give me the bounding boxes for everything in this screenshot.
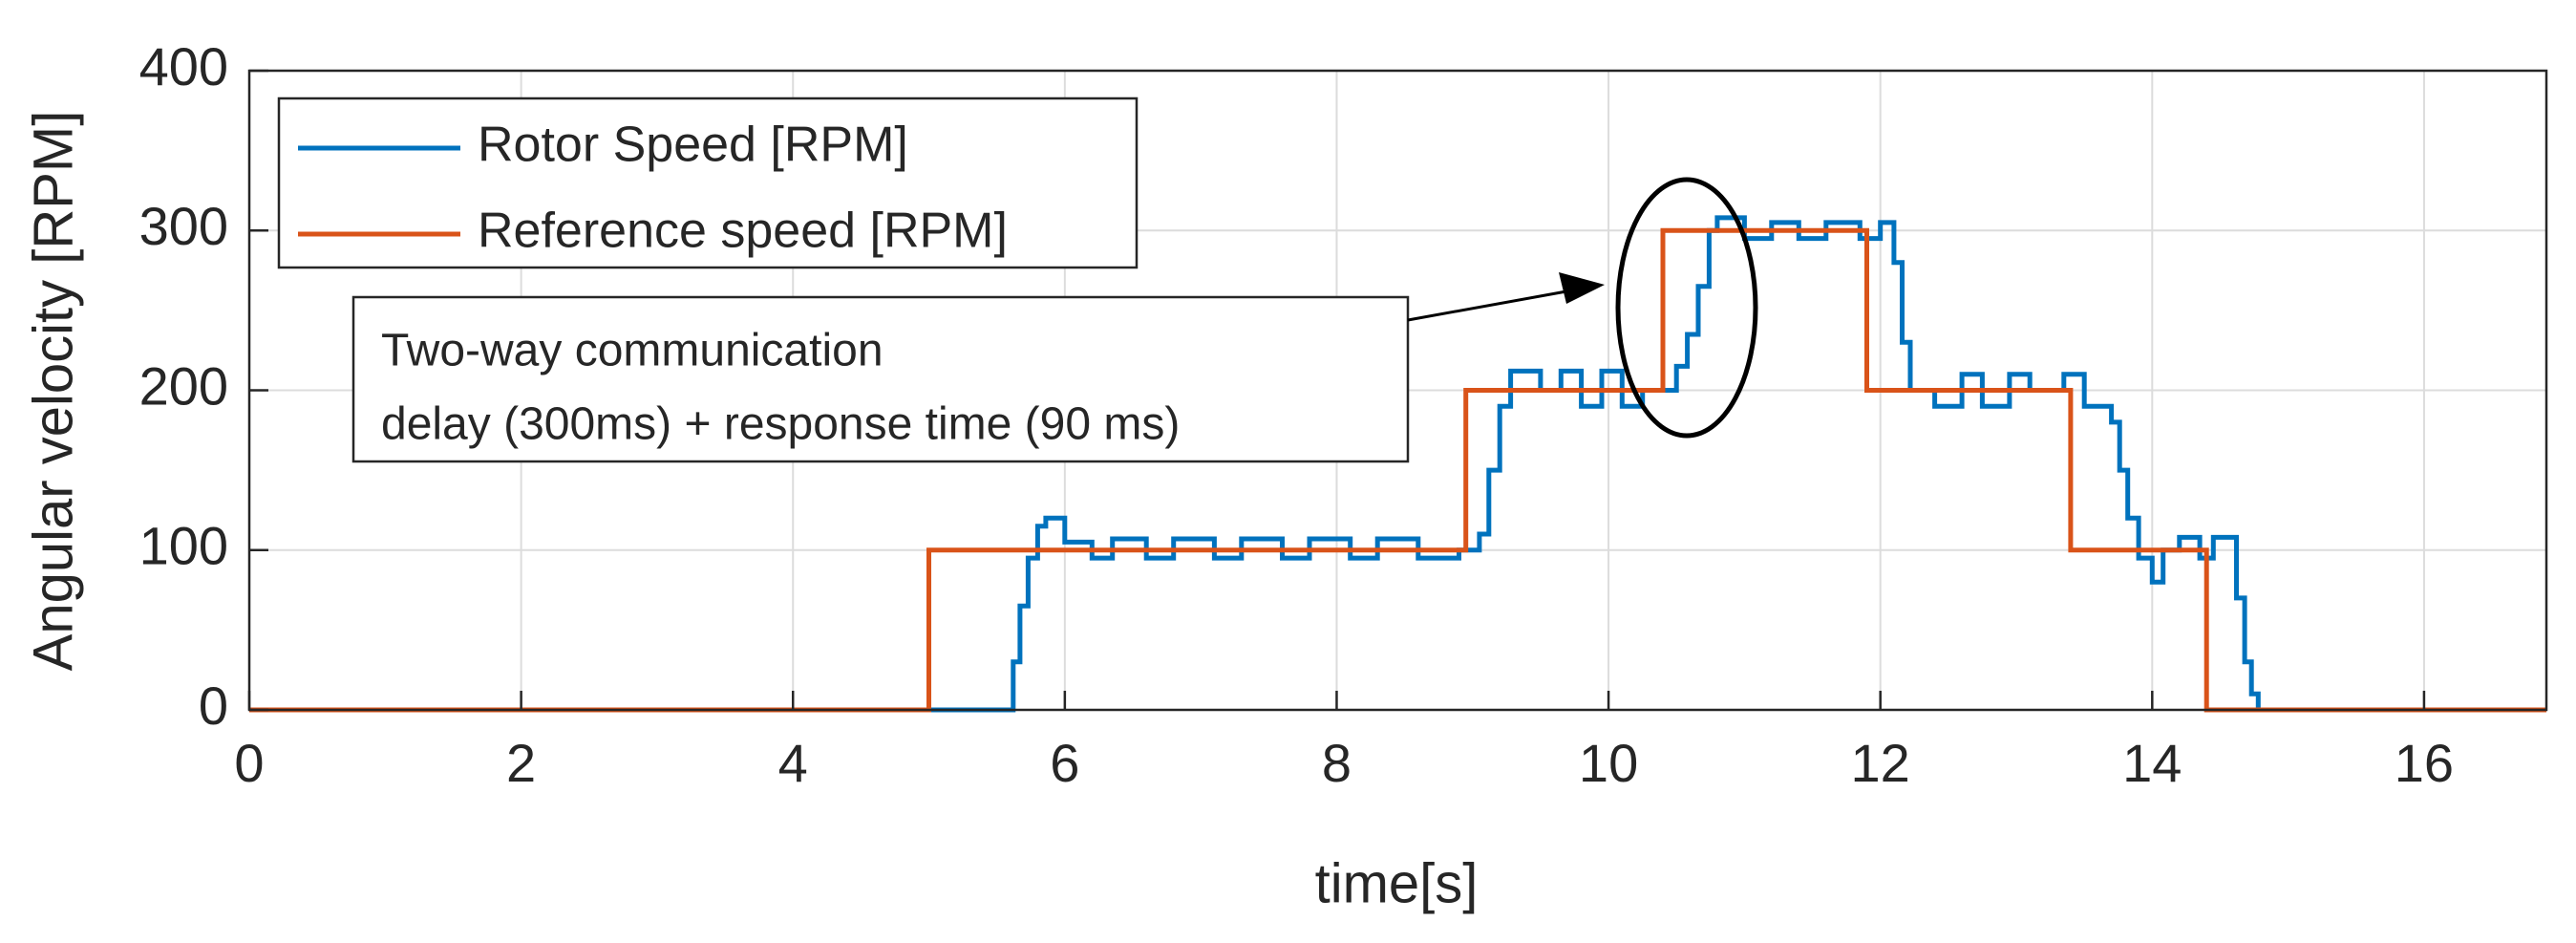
annotation-arrow xyxy=(1407,289,1567,322)
x-tick-label: 12 xyxy=(1851,733,1910,793)
y-tick-label: 400 xyxy=(139,36,228,96)
x-tick-label: 16 xyxy=(2395,733,2454,793)
y-tick-label: 0 xyxy=(199,675,228,736)
x-tick-label: 10 xyxy=(1579,733,1638,793)
legend-label: Reference speed [RPM] xyxy=(478,204,1008,259)
x-tick-label: 6 xyxy=(1050,733,1079,793)
y-tick-label: 100 xyxy=(139,516,228,576)
y-axis-label: Angular velocity [RPM] xyxy=(22,111,84,672)
legend-box xyxy=(277,96,1139,269)
arrow-head xyxy=(1559,272,1605,304)
annotation-text: delay (300ms) + response time (90 ms) xyxy=(381,399,1180,450)
legend: Rotor Speed [RPM] Reference speed [RPM] xyxy=(277,96,1139,269)
annotation-text: Two-way communication xyxy=(381,326,884,376)
data-line xyxy=(249,227,2546,713)
x-tick-label: 8 xyxy=(1322,733,1352,793)
y-tick-label: 300 xyxy=(139,196,228,256)
x-tick-label: 14 xyxy=(2122,733,2182,793)
highlight-ellipse xyxy=(1615,177,1758,439)
annotation: Two-way communication delay (300ms) + re… xyxy=(351,177,1758,463)
x-tick-label: 0 xyxy=(234,733,264,793)
y-tick-label: 200 xyxy=(139,355,228,416)
x-axis-label: time[s] xyxy=(1315,852,1479,914)
legend-label: Rotor Speed [RPM] xyxy=(478,118,908,173)
x-tick-label: 4 xyxy=(778,733,808,793)
data-line xyxy=(249,215,2546,713)
x-tick-label: 2 xyxy=(506,733,536,793)
annotation-box xyxy=(351,295,1410,463)
